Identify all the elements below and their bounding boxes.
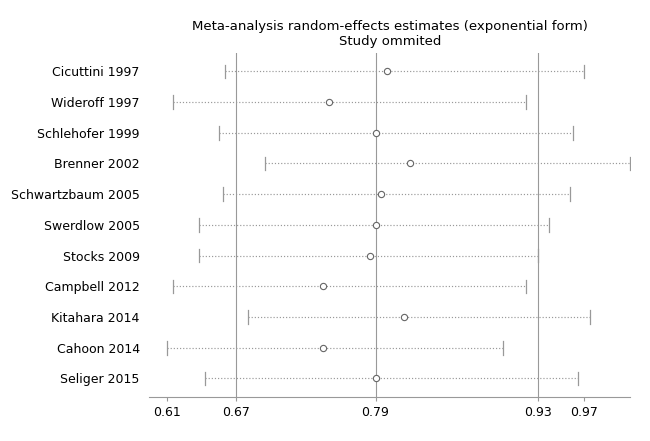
Title: Meta-analysis random-effects estimates (exponential form)
Study ommited: Meta-analysis random-effects estimates (… xyxy=(192,19,588,48)
